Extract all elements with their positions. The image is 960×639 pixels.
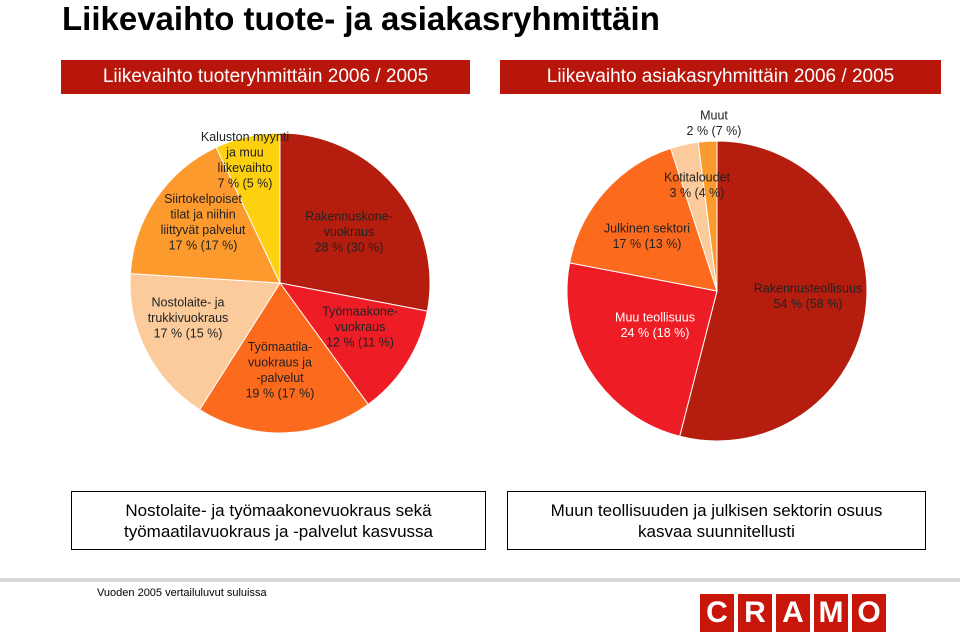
footnote: Vuoden 2005 vertailuluvut suluissa (97, 587, 267, 599)
summary-right-line1: Muun teollisuuden ja julkisen sektorin o… (550, 500, 883, 520)
customer-group-header: Liikevaihto asiakasryhmittäin 2006 / 200… (500, 60, 941, 94)
pie-slice-rakennusteollisuus (679, 140, 868, 442)
pie-label: Muut 2 % (7 %) (687, 108, 742, 138)
pie-slice-julkinen-sektori (569, 147, 718, 292)
pie-slice-muu-teollisuus (566, 262, 718, 437)
pie-label: Työmaakone-vuokraus 12 % (11 %) (322, 305, 398, 350)
pie-slice-kaluston-myynti-ja-muu-liikevaihto (215, 132, 281, 284)
logo-letter: R (738, 594, 772, 632)
pie-charts-canvas: Rakennuskone-vuokraus 28 % (30 %) Työmaako… (129, 108, 868, 442)
footer-divider (0, 578, 960, 582)
logo-letter: M (814, 594, 848, 632)
summary-right-line2: kasvaa suunnitellusti (638, 521, 795, 541)
pie-label: Siirtokelpoiset tilat ja niihin liittyvät … (161, 192, 246, 253)
logo-letter: O (852, 594, 886, 632)
cramo-logo: C R A M O (700, 594, 886, 632)
page-title: Liikevaihto tuote- ja asiakasryhmittäin (62, 0, 660, 37)
pie-label: Julkinen sektori 17 % (13 %) (604, 221, 690, 251)
pie-slice-työmaatilavuokraus-ja-palvelut (198, 282, 369, 434)
pie-slice-rakennuskonevuokraus (279, 132, 431, 312)
pie-label: Nostolaite- ja trukkivuokraus 17 % (15 %) (148, 296, 229, 341)
summary-box-right: Muun teollisuuden ja julkisen sektorin o… (507, 491, 926, 550)
pie-label: Kotitaloudet 3 % (4 %) (664, 170, 731, 200)
pie-label: Muu teollisuus 24 % (18 %) (615, 310, 695, 340)
summary-left-line2: työmaatilavuokraus ja -palvelut kasvussa (124, 521, 433, 541)
logo-letter: A (776, 594, 810, 632)
pie-slice-muut (697, 140, 718, 292)
pie-slice-nostolaite-ja-trukkivuokraus (129, 273, 281, 411)
summary-box-left: Nostolaite- ja työmaakonevuokraus sekä t… (71, 491, 486, 550)
pie-label: Työmaatila-vuokraus ja -palvelut 19 % (17 … (246, 340, 315, 401)
pie-slice-siirtokelpoiset-tilat-ja-niihin-liittyvät-palvelut (129, 146, 281, 284)
pie-label: Rakennuskone-vuokraus 28 % (30 %) (305, 210, 393, 255)
pie-slice-työmaakonevuokraus (278, 282, 428, 406)
summary-left-line1: Nostolaite- ja työmaakonevuokraus sekä (125, 500, 432, 520)
pie-label: Kaluston myynti ja muu liikevaihto 7 % (5 %… (201, 130, 289, 191)
pie-label: Rakennusteollisuus 54 % (58 %) (754, 281, 862, 311)
product-group-header: Liikevaihto tuoteryhmittäin 2006 / 2005 (61, 60, 470, 94)
logo-letter: C (700, 594, 734, 632)
